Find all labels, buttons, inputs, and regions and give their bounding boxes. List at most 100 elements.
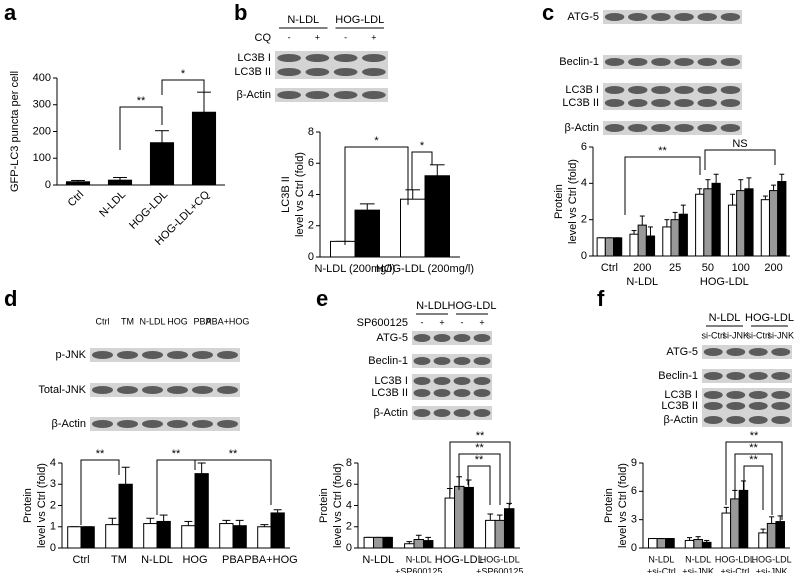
blot-band	[651, 124, 671, 132]
blot-band	[217, 386, 238, 394]
blot-band	[628, 86, 648, 94]
blot-band	[674, 124, 694, 132]
bar	[270, 512, 285, 549]
bar	[232, 525, 247, 549]
blot-band	[453, 377, 471, 385]
significance-bracket	[411, 151, 433, 190]
bar	[637, 224, 647, 257]
significance-bracket	[624, 156, 701, 215]
blot-band	[771, 372, 791, 380]
significance-bracket	[161, 79, 205, 95]
blot-band	[720, 86, 741, 94]
y-tick-label: 2	[346, 521, 352, 533]
y-axis-label: GFP-LC3 puncta per cell	[9, 71, 21, 192]
group-label: N-LDL	[416, 300, 448, 312]
blot-band	[674, 99, 694, 107]
bar	[662, 226, 672, 257]
bar	[775, 521, 785, 549]
blot-row-label: Total-JNK	[38, 384, 86, 396]
lane-label: +	[315, 32, 320, 42]
blot-band	[748, 391, 768, 399]
blot-band	[305, 91, 330, 99]
blot-band	[217, 420, 238, 428]
x-tick-label: 200	[764, 262, 782, 274]
lane-label: si-Ctrl	[702, 330, 726, 340]
blot-band	[748, 372, 768, 380]
bar	[721, 512, 732, 549]
blot-band	[703, 372, 723, 380]
group-label: HOG-LDL	[335, 14, 384, 26]
significance-label: **	[750, 430, 759, 442]
blot-row-label: LC3B II	[234, 66, 271, 78]
significance-label: **	[172, 448, 181, 460]
blot-row-label: p-JNK	[55, 349, 86, 361]
blot-band	[748, 348, 768, 356]
bar	[711, 182, 721, 257]
y-tick-label: 9	[631, 457, 637, 469]
blot-band	[697, 58, 717, 66]
significance-label: NS	[732, 138, 747, 150]
group-label: N-LDL	[709, 312, 741, 324]
blot-strip	[412, 406, 492, 420]
blot-band	[305, 68, 330, 76]
bar	[413, 539, 424, 549]
bar	[596, 237, 606, 257]
bar	[424, 175, 450, 258]
significance-bracket	[195, 459, 272, 505]
blot-band	[433, 357, 451, 365]
x-tick-label: Ctrl	[601, 262, 618, 274]
x-tick-label: 200	[633, 262, 651, 274]
blot-band	[117, 386, 138, 394]
y-axis-label: level vs Ctrl (fold)	[567, 159, 579, 244]
y-tick-label: 2	[308, 220, 314, 232]
y-tick-label: 4	[50, 457, 56, 469]
bar	[67, 526, 82, 549]
significance-bracket	[725, 441, 783, 520]
blot-band	[142, 386, 163, 394]
blot-row-label: Beclin-1	[559, 56, 599, 68]
x-tick-label: +si-Ctrl	[647, 566, 676, 573]
blot-band	[453, 334, 471, 342]
blot-row-label: ATG-5	[567, 11, 599, 23]
y-tick-label: 8	[346, 457, 352, 469]
blot-band	[651, 58, 671, 66]
bar	[738, 489, 749, 549]
bar	[665, 538, 675, 549]
blot-band	[362, 68, 386, 76]
bar	[693, 539, 703, 549]
blot-strip	[412, 354, 492, 368]
blot-row-label: β-Actin	[52, 418, 86, 430]
x-tick-label: N-LDL	[97, 189, 128, 220]
blot-band	[142, 351, 163, 359]
x-tick-label: HOG-LDL	[435, 554, 484, 566]
bar	[444, 497, 456, 549]
bar	[156, 520, 171, 549]
y-tick-label: 0	[45, 179, 51, 191]
significance-bracket	[449, 441, 511, 505]
y-tick-label: 0	[308, 251, 314, 263]
blot-strip	[412, 331, 492, 345]
lane-label: HOG	[167, 316, 188, 326]
treatment-label: CQ	[255, 32, 272, 44]
x-tick-label: Ctrl	[72, 554, 89, 566]
y-tick-label: 6	[346, 478, 352, 490]
blot-band	[192, 420, 213, 428]
lane-label: PBA+HOG	[206, 316, 250, 326]
blot-band	[413, 389, 431, 397]
blot-band	[433, 377, 451, 385]
bar	[758, 532, 768, 549]
blot-band	[703, 416, 723, 424]
x-tick-label: N-LDL	[362, 554, 394, 566]
bar	[678, 213, 688, 257]
bar	[373, 536, 384, 549]
y-tick-label: 2	[50, 499, 56, 511]
blot-band	[433, 389, 451, 397]
blot-band	[674, 58, 694, 66]
bar	[404, 543, 415, 549]
lane-label: -	[344, 32, 347, 42]
x-tick-label: HOG	[182, 554, 207, 566]
y-tick-label: 400	[33, 72, 51, 84]
bar	[149, 142, 175, 186]
bar	[105, 524, 120, 549]
y-tick-label: 0	[631, 542, 637, 554]
